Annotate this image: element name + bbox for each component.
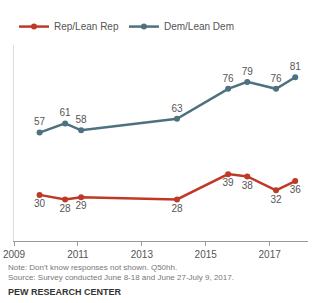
svg-text:30: 30 bbox=[34, 198, 46, 209]
svg-text:2015: 2015 bbox=[195, 249, 218, 260]
svg-text:2009: 2009 bbox=[3, 249, 26, 260]
svg-text:Note: Don't know responses not: Note: Don't know responses not shown. Q5… bbox=[8, 263, 177, 272]
svg-text:38: 38 bbox=[242, 180, 254, 191]
svg-text:57: 57 bbox=[34, 116, 46, 127]
svg-text:76: 76 bbox=[270, 73, 282, 84]
svg-text:61: 61 bbox=[60, 107, 72, 118]
svg-text:29: 29 bbox=[76, 200, 88, 211]
svg-text:32: 32 bbox=[270, 194, 282, 205]
svg-text:76: 76 bbox=[223, 73, 235, 84]
svg-text:28: 28 bbox=[60, 203, 72, 214]
svg-text:63: 63 bbox=[171, 103, 183, 114]
svg-text:28: 28 bbox=[171, 203, 183, 214]
svg-text:79: 79 bbox=[242, 66, 254, 77]
svg-text:Dem/Lean Dem: Dem/Lean Dem bbox=[164, 21, 234, 32]
svg-text:2013: 2013 bbox=[131, 249, 154, 260]
svg-text:81: 81 bbox=[290, 61, 302, 72]
svg-text:2011: 2011 bbox=[67, 249, 89, 260]
svg-text:36: 36 bbox=[290, 184, 302, 195]
svg-text:PEW RESEARCH CENTER: PEW RESEARCH CENTER bbox=[8, 287, 122, 297]
svg-text:Source: Survey conducted June: Source: Survey conducted June 8-18 and J… bbox=[8, 273, 234, 282]
svg-text:58: 58 bbox=[76, 114, 88, 125]
svg-text:Rep/Lean Rep: Rep/Lean Rep bbox=[54, 21, 119, 32]
svg-text:2017: 2017 bbox=[259, 249, 282, 260]
svg-text:39: 39 bbox=[223, 177, 235, 188]
